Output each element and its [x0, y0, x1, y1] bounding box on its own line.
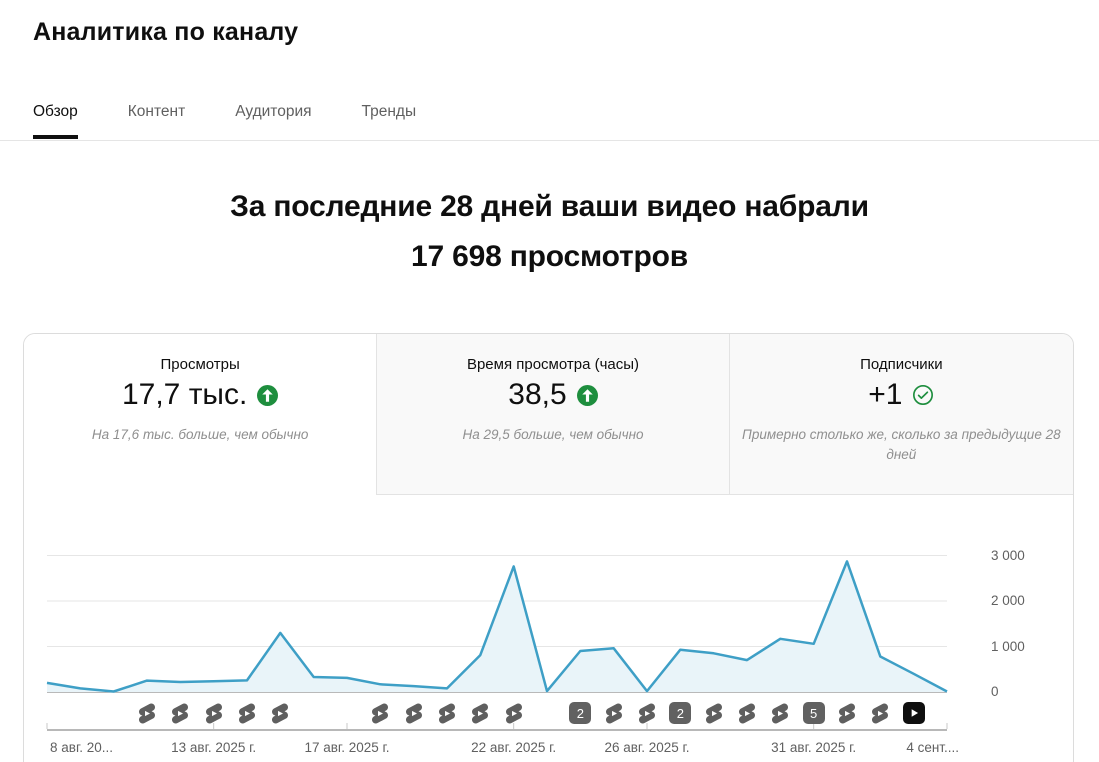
y-axis-label: 3 000: [991, 547, 1025, 563]
x-axis-label: 17 авг. 2025 г.: [304, 740, 390, 755]
shorts-published-marker-icon[interactable]: [271, 702, 289, 725]
metric-card-subscribers[interactable]: Подписчики +1 Примерно столько же, сколько…: [728, 334, 1073, 495]
shorts-published-marker-icon[interactable]: [771, 702, 789, 725]
metric-label: Подписчики: [860, 356, 943, 373]
y-axis-label: 1 000: [991, 638, 1025, 654]
views-area-fill: [47, 561, 947, 692]
tab-content[interactable]: Контент: [127, 103, 186, 120]
metric-value-row: 38,5: [508, 378, 598, 412]
shorts-published-marker-icon[interactable]: [871, 702, 889, 725]
shorts-published-marker-icon[interactable]: [471, 702, 489, 725]
shorts-published-marker-icon[interactable]: [838, 702, 856, 725]
shorts-published-marker-icon[interactable]: [238, 702, 256, 725]
tab-audience[interactable]: Аудитория: [235, 103, 312, 120]
x-axis-label: 26 авг. 2025 г.: [604, 740, 690, 755]
shorts-published-marker-icon[interactable]: [705, 702, 723, 725]
metric-value-row: +1: [868, 378, 934, 412]
x-axis-label: 13 авг. 2025 г.: [171, 740, 257, 755]
summary-headline-line1: За последние 28 дней ваши видео набрали: [230, 190, 869, 223]
x-axis-label: 8 авг. 20...: [50, 740, 113, 755]
videos-count-badge[interactable]: 2: [569, 702, 592, 724]
steady-check-icon: [912, 384, 934, 406]
metric-comparison-note: На 29,5 больше, чем обычно: [462, 427, 644, 442]
shorts-published-marker-icon[interactable]: [171, 702, 189, 725]
y-axis-label: 2 000: [991, 593, 1025, 608]
metric-value: 38,5: [508, 378, 567, 411]
metric-value: 17,7 тыс.: [121, 378, 248, 411]
trend-up-arrow-icon: [576, 384, 598, 406]
shorts-published-marker-icon[interactable]: [371, 702, 389, 725]
shorts-published-marker-icon[interactable]: [205, 702, 223, 725]
tab-trends[interactable]: Тренды: [361, 103, 417, 120]
shorts-published-marker-icon[interactable]: [138, 702, 156, 725]
metric-label: Просмотры: [160, 356, 240, 373]
trend-up-arrow-icon: [257, 384, 279, 406]
metric-card-views[interactable]: Просмотры 17,7 тыс. На 17,6 тыс. больше, ч…: [24, 334, 377, 495]
shorts-published-marker-icon[interactable]: [738, 702, 756, 725]
tabbar-divider: [0, 140, 1099, 141]
x-axis-label: 22 авг. 2025 г.: [471, 740, 557, 755]
videos-count-badge[interactable]: 5: [802, 702, 825, 724]
shorts-published-marker-icon[interactable]: [605, 702, 623, 725]
tab-overview[interactable]: Обзор: [33, 99, 78, 139]
x-axis-label: 4 сент....: [906, 740, 959, 755]
metric-comparison-note: На 17,6 тыс. больше, чем обычно: [91, 427, 309, 442]
metric-card-watch-time[interactable]: Время просмотра (часы) 38,5 На 29,5 больше…: [376, 334, 729, 495]
metric-tabs-row: Просмотры 17,7 тыс. На 17,6 тыс. больше, ч…: [24, 334, 1073, 495]
shorts-published-marker-icon[interactable]: [505, 702, 523, 725]
x-axis-label: 31 авг. 2025 г.: [771, 740, 857, 755]
x-axis-line: [47, 729, 947, 731]
views-line: [46, 560, 948, 693]
metric-label: Время просмотра (часы): [466, 356, 640, 373]
shorts-published-marker-icon[interactable]: [405, 702, 423, 725]
metric-value: +1: [868, 378, 903, 411]
summary-headline-line2: 17 698 просмотров: [411, 240, 688, 273]
video-published-marker-icon[interactable]: [902, 702, 925, 724]
summary-headline: За последние 28 дней ваши видео набрали …: [0, 182, 1099, 282]
metric-value-row: 17,7 тыс.: [121, 378, 279, 412]
page-title: Аналитика по каналу: [33, 18, 299, 46]
analytics-tabs: Обзор Контент Аудитория Тренды: [33, 99, 466, 139]
y-axis-label: 0: [991, 684, 999, 699]
shorts-published-marker-icon[interactable]: [438, 702, 456, 725]
metric-comparison-note: Примерно столько же, сколько за предыдущ…: [742, 427, 1061, 462]
shorts-published-marker-icon[interactable]: [638, 702, 656, 725]
videos-count-badge[interactable]: 2: [669, 702, 692, 724]
